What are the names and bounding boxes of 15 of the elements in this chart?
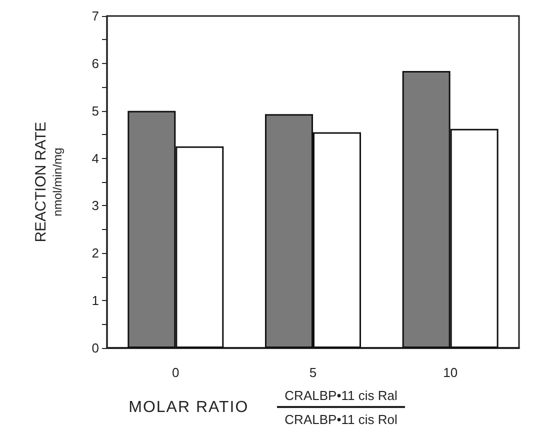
y-tick-label: 4 (92, 150, 99, 166)
y-axis-title: REACTION RATE nmol/min/mg (32, 122, 64, 242)
y-tick-label: 6 (92, 56, 99, 71)
x-tick-label: 5 (309, 365, 317, 380)
y-tick-label: 7 (92, 8, 99, 24)
y-tick-label: 1 (92, 293, 99, 308)
x-tick-label: 10 (443, 365, 458, 380)
y-tick-label: 2 (92, 246, 99, 261)
x-tick-label: 0 (172, 365, 180, 380)
y-tick-label: 0 (92, 340, 99, 356)
x-axis-title: MOLAR RATIO (128, 398, 249, 416)
y-tick-label: 5 (92, 103, 99, 118)
text: CRALBP•11 cis Ral (276, 388, 406, 408)
text: CRALBP•11 cis Rol (284, 411, 398, 427)
y-tick-label: 3 (92, 198, 99, 214)
